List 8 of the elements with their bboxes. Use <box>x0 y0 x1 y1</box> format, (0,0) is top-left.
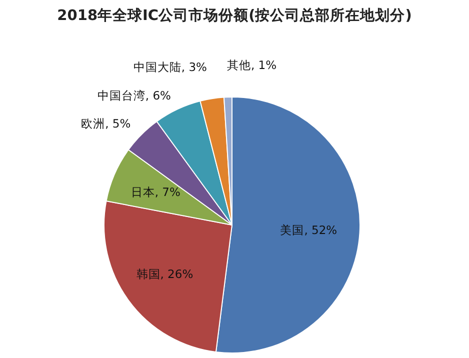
slice-label: 中国大陆, 3% <box>133 60 208 74</box>
slice-label: 其他, 1% <box>226 58 277 72</box>
slice-label: 美国, 52% <box>280 222 338 237</box>
chart-title: 2018年全球IC公司市场份额(按公司总部所在地划分) <box>57 6 412 24</box>
slice-label: 中国台湾, 6% <box>97 88 172 102</box>
slice-label: 欧洲, 5% <box>81 116 131 131</box>
slice-label: 日本, 7% <box>130 184 180 199</box>
slice-label: 韩国, 26% <box>136 266 194 281</box>
